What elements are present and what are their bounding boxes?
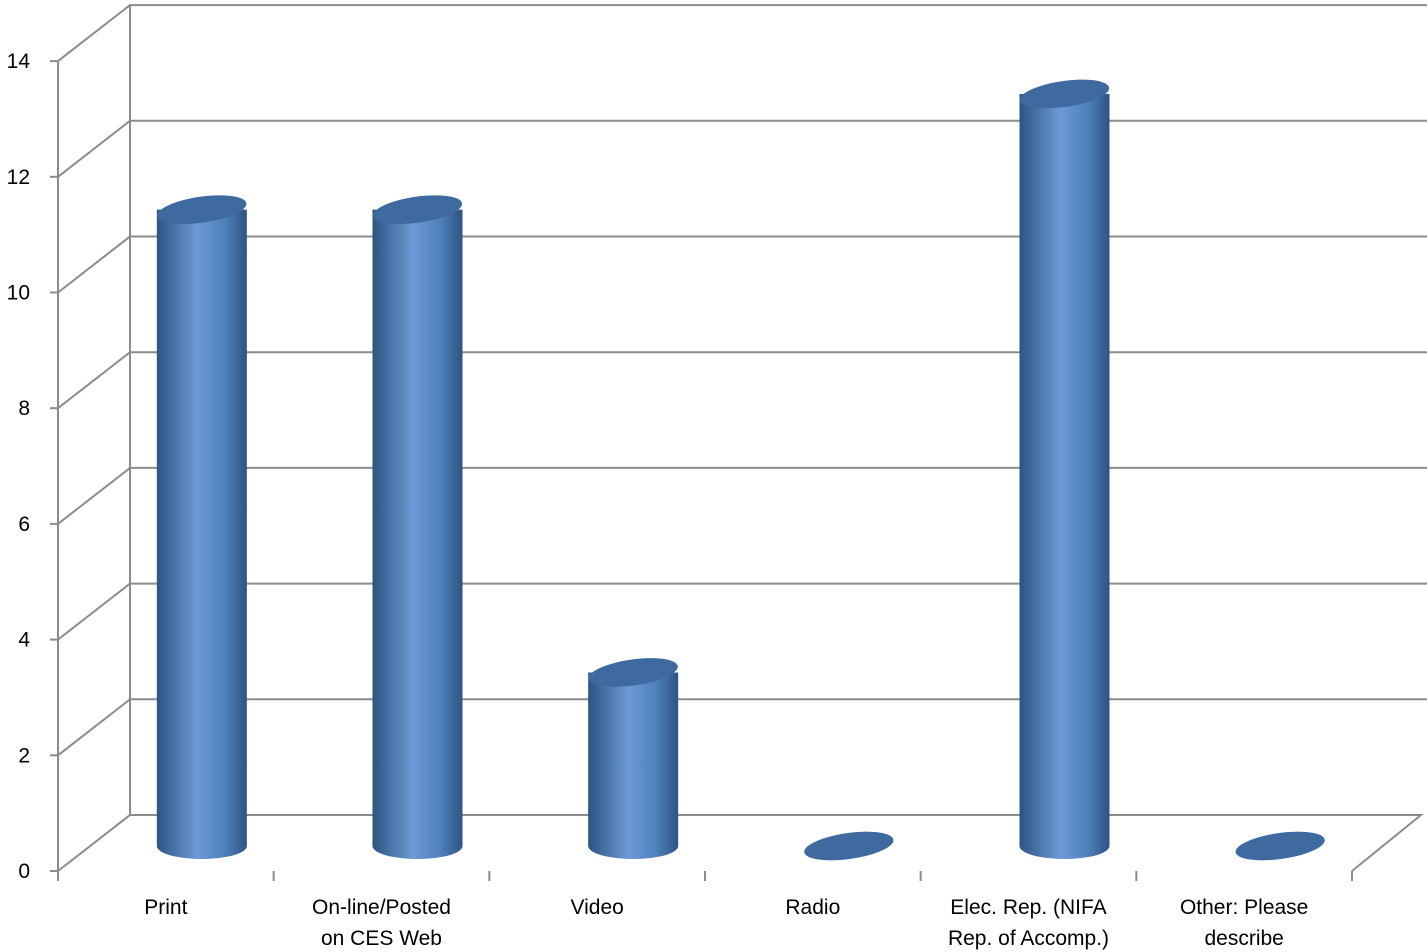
gridlines	[57, 4, 1427, 757]
x-category-label-line: Other: Please	[1180, 896, 1308, 919]
gridline	[57, 235, 1427, 294]
gridline	[57, 698, 1427, 757]
bar	[588, 658, 679, 860]
floor	[57, 814, 1424, 872]
y-tick-label: 10	[7, 282, 30, 305]
x-category-label: Radio	[785, 896, 840, 919]
bar-top	[1235, 831, 1325, 861]
x-axis-category-labels: Print On-line/Posted on CES Web Video Radio E…	[144, 896, 1308, 950]
y-tick-label: 8	[18, 397, 30, 420]
gridline	[57, 582, 1427, 641]
y-tick-label: 4	[18, 629, 30, 652]
bar-top	[372, 195, 463, 224]
axes	[50, 5, 1424, 881]
x-category-label: Elec. Rep. (NIFA Rep. of Accomp.)	[948, 896, 1109, 950]
y-tick-label: 6	[18, 513, 30, 536]
y-tick-label: 2	[18, 744, 30, 767]
x-category-label-line: Rep. of Accomp.)	[948, 927, 1109, 950]
bar	[372, 195, 463, 860]
y-tick-label: 0	[18, 860, 30, 883]
bar-body	[372, 209, 463, 860]
bar-body	[588, 672, 679, 860]
x-category-label-line: Video	[570, 896, 623, 919]
x-category-label: Video	[570, 896, 623, 919]
bar-top	[804, 831, 894, 861]
x-category-label: Other: Please describe	[1180, 896, 1308, 950]
x-category-label-line: Elec. Rep. (NIFA	[950, 896, 1106, 919]
bars	[156, 79, 1325, 861]
gridline	[57, 119, 1427, 178]
y-tick-label: 14	[7, 50, 31, 73]
bar-top	[1019, 79, 1110, 109]
gridline	[57, 351, 1427, 409]
x-category-label-line: describe	[1204, 927, 1283, 950]
x-category-label-line: Print	[144, 896, 187, 919]
bar	[156, 195, 247, 860]
bar-top	[157, 195, 247, 224]
bar-body	[156, 209, 247, 860]
bar-top	[588, 658, 678, 687]
x-category-label: Print	[144, 896, 187, 919]
x-category-label-line: On-line/Posted	[312, 896, 451, 919]
bar	[1019, 79, 1110, 860]
bar-body	[1019, 93, 1110, 860]
bar	[804, 831, 894, 861]
bar	[1235, 831, 1325, 861]
gridline	[57, 466, 1427, 525]
y-tick-label: 12	[7, 166, 30, 189]
x-category-label: On-line/Posted on CES Web	[312, 896, 451, 950]
x-category-label-line: on CES Web	[321, 927, 442, 950]
gridline	[57, 4, 1427, 62]
x-category-label-line: Radio	[785, 896, 840, 919]
y-axis-tick-labels: 0 2 4 6 8 10 12 14	[7, 50, 31, 883]
